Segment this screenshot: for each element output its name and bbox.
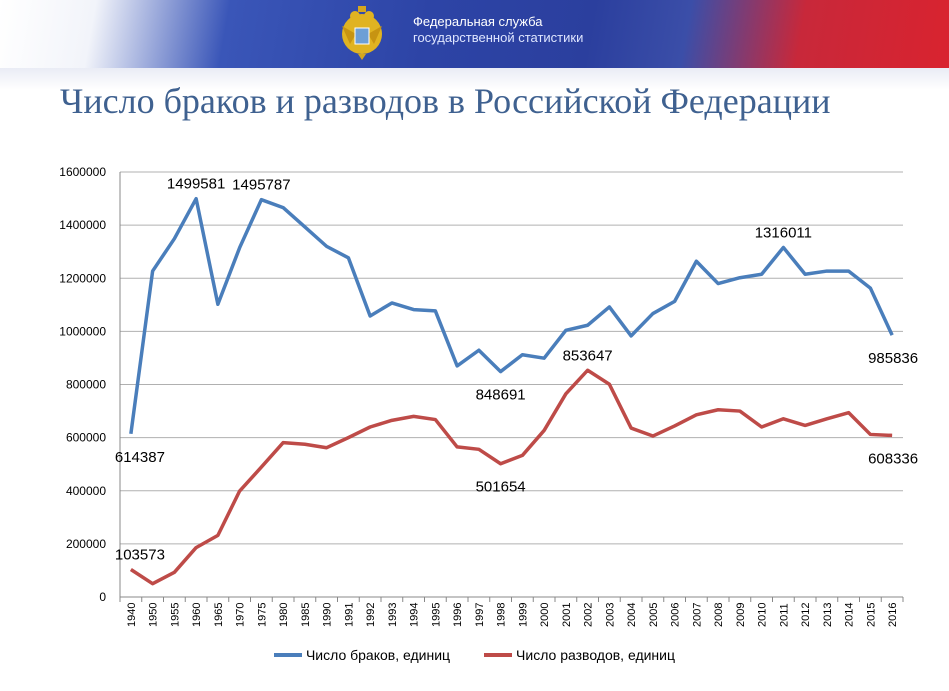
x-tick-label: 2013 [822,603,834,627]
x-tick-label: 2000 [539,603,551,627]
x-tick-label: 2014 [844,603,856,627]
x-tick-label: 1999 [517,603,529,627]
x-tick-label: 1996 [452,603,464,627]
data-label: 853647 [563,347,613,364]
x-tick-label: 2010 [757,603,769,627]
y-tick-label: 800000 [66,378,106,392]
series-line-marriages [129,196,894,435]
x-tick-label: 2009 [735,603,747,627]
emblem-icon [342,6,382,60]
x-tick-label: 1995 [430,603,442,627]
y-tick-label: 0 [99,590,106,604]
data-label: 608336 [868,450,918,467]
legend-item-marriages: Число браков, единиц [273,647,451,663]
x-tick-label: 2006 [670,603,682,627]
x-tick-label: 1993 [387,603,399,627]
y-tick-label: 200000 [66,537,106,551]
data-label: 1499581 [167,176,225,193]
y-tick-label: 600000 [66,431,106,445]
legend-label: Число браков, единиц [305,647,451,663]
y-tick-label: 1600000 [59,165,106,179]
x-tick-label: 2007 [691,603,703,627]
x-tick-label: 2003 [604,603,616,627]
x-tick-label: 2008 [713,603,725,627]
header-banner [0,0,949,68]
x-tick-label: 1955 [169,603,181,627]
x-tick-label: 1980 [278,603,290,627]
x-tick-label: 1965 [213,603,225,627]
x-tick-label: 1950 [148,603,160,627]
x-tick-label: 1975 [256,603,268,627]
data-label: 614387 [115,449,165,466]
x-tick-label: 1998 [496,603,508,627]
org-name: Федеральная служба государственной стати… [413,14,583,46]
x-tick-label: 2005 [648,603,660,627]
legend-label: Число разводов, единиц [516,647,676,663]
data-label: 501654 [476,479,526,496]
x-tick-label: 2015 [865,603,877,627]
x-tick-label: 1985 [300,603,312,627]
banner-fade [0,68,949,90]
x-tick-label: 1970 [235,603,247,627]
data-label: 103573 [115,546,165,563]
x-tick-label: 1990 [322,603,334,627]
legend-item-divorces: Число разводов, единиц [484,647,675,663]
y-tick-label: 1200000 [59,271,106,285]
x-tick-label: 1940 [126,603,138,627]
series-line-divorces [129,368,893,586]
x-tick-label: 1991 [343,603,355,627]
x-tick-label: 2001 [561,603,573,627]
y-tick-label: 1000000 [59,324,106,338]
x-tick-label: 2011 [778,603,790,627]
org-line2: государственной статистики [413,30,584,45]
x-tick-label: 2016 [887,603,899,627]
x-tick-label: 1992 [365,603,377,627]
x-tick-label: 2004 [626,603,638,627]
data-label: 1316011 [755,224,812,241]
y-tick-label: 1400000 [59,218,106,232]
y-tick-label: 400000 [66,484,106,498]
data-label: 1495787 [232,177,290,194]
legend: Число браков, единиц Число разводов, еди… [0,647,949,663]
legend-swatch [484,653,513,657]
x-tick-label: 1960 [191,603,203,627]
data-label: 985836 [868,350,918,367]
x-tick-label: 2012 [800,603,812,627]
data-label: 848691 [476,387,526,404]
legend-swatch [273,653,302,657]
chart-title: Число браков и разводов в Российской Фед… [60,81,831,121]
x-tick-label: 1994 [409,603,421,627]
x-tick-label: 1997 [474,603,486,627]
x-tick-label: 2002 [583,603,595,627]
org-line1: Федеральная служба [413,14,543,29]
